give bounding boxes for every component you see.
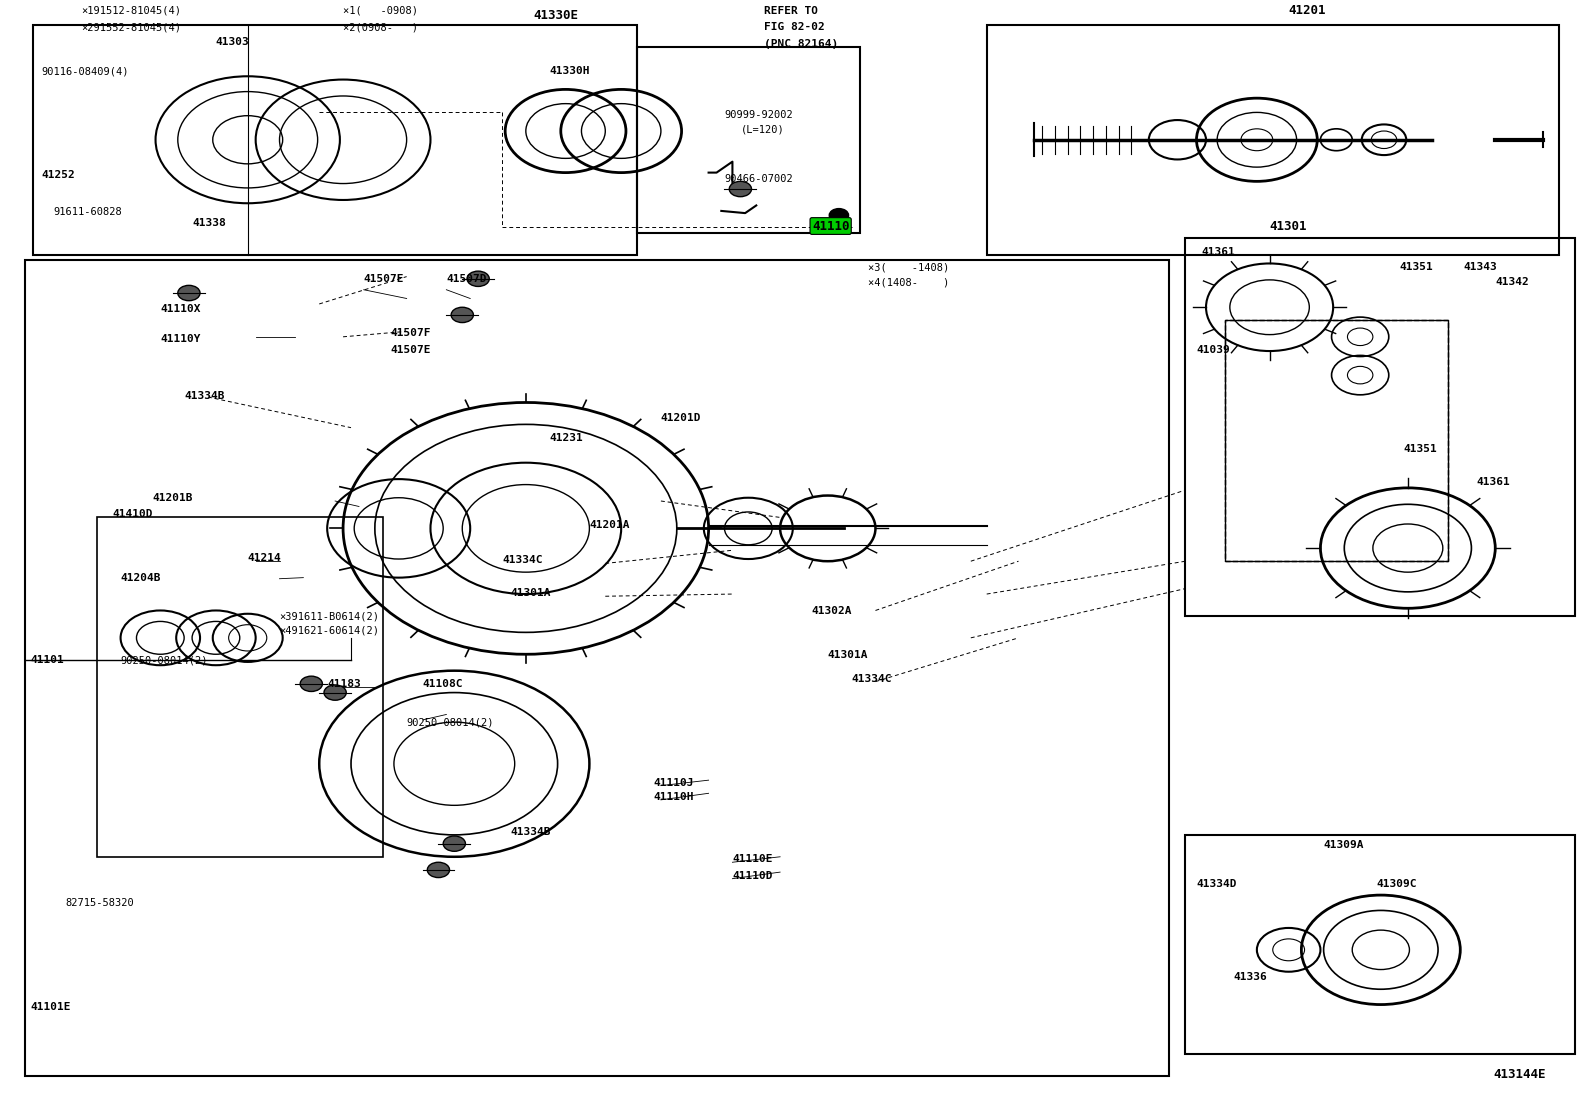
Text: REFER TO: REFER TO: [764, 5, 818, 15]
Text: ×2(0908-   ): ×2(0908- ): [342, 22, 419, 32]
Text: 41342: 41342: [1495, 277, 1528, 287]
Text: 41303: 41303: [217, 36, 250, 46]
Text: 41309A: 41309A: [1323, 840, 1364, 850]
Text: 41301A: 41301A: [509, 588, 551, 598]
Text: 41334B: 41334B: [509, 826, 551, 836]
Text: 41108C: 41108C: [422, 679, 463, 689]
Text: 41334C: 41334C: [501, 555, 543, 565]
Text: 41039: 41039: [1197, 345, 1231, 355]
Text: 41507E: 41507E: [390, 345, 431, 355]
Text: 41309C: 41309C: [1375, 879, 1417, 889]
Text: 41204B: 41204B: [121, 573, 161, 582]
Text: 41330H: 41330H: [549, 66, 591, 76]
Text: 41301A: 41301A: [828, 650, 868, 659]
Text: 41507D: 41507D: [446, 274, 487, 284]
Text: 41343: 41343: [1463, 262, 1496, 273]
Bar: [1226, 321, 1447, 562]
Text: 41252: 41252: [41, 170, 75, 180]
Bar: [1186, 835, 1574, 1054]
Text: 91611-60828: 91611-60828: [54, 208, 123, 218]
Circle shape: [178, 286, 201, 301]
Text: 41351: 41351: [1403, 444, 1438, 454]
Text: ×291552-81045(4): ×291552-81045(4): [81, 22, 181, 32]
Text: 41110E: 41110E: [732, 854, 774, 864]
Circle shape: [301, 676, 323, 691]
Text: 41110D: 41110D: [732, 870, 774, 880]
Circle shape: [729, 181, 751, 197]
Text: 41301: 41301: [1269, 220, 1307, 233]
Text: 41201: 41201: [1288, 4, 1326, 16]
Text: 41110Y: 41110Y: [161, 334, 201, 344]
Text: 41214: 41214: [248, 553, 282, 563]
Text: 41351: 41351: [1399, 262, 1434, 273]
Circle shape: [451, 308, 473, 323]
Circle shape: [466, 271, 489, 287]
Text: 41231: 41231: [549, 433, 583, 443]
Text: 41201B: 41201B: [153, 493, 193, 503]
Text: ×3(    -1408): ×3( -1408): [868, 262, 949, 273]
Bar: [25, 260, 1170, 1076]
Text: 41201A: 41201A: [589, 520, 630, 531]
Text: FIG 82-02: FIG 82-02: [764, 22, 825, 32]
Text: 413144E: 413144E: [1493, 1068, 1546, 1081]
Text: 41336: 41336: [1234, 973, 1267, 983]
Text: 41334B: 41334B: [185, 391, 224, 401]
Bar: [97, 518, 382, 857]
Text: 41338: 41338: [193, 219, 226, 229]
Bar: [987, 25, 1559, 255]
Text: 82715-58320: 82715-58320: [65, 898, 134, 908]
Circle shape: [829, 209, 849, 222]
Text: 41101: 41101: [30, 655, 64, 665]
Circle shape: [443, 836, 465, 852]
Text: 41110X: 41110X: [161, 303, 201, 313]
Text: 41110J: 41110J: [653, 778, 694, 788]
Text: 90116-08409(4): 90116-08409(4): [41, 66, 129, 76]
Circle shape: [325, 685, 345, 700]
Text: 41361: 41361: [1476, 477, 1509, 487]
Bar: [637, 47, 860, 233]
Text: ×191512-81045(4): ×191512-81045(4): [81, 5, 181, 15]
Text: ×4(1408-    ): ×4(1408- ): [868, 277, 949, 287]
Bar: [1226, 321, 1447, 562]
Bar: [1186, 238, 1574, 615]
Text: 41334C: 41334C: [852, 674, 892, 684]
Text: 90466-07002: 90466-07002: [724, 175, 793, 185]
Text: 41101E: 41101E: [30, 1002, 70, 1012]
Text: 41334D: 41334D: [1197, 879, 1237, 889]
Text: 41302A: 41302A: [812, 606, 852, 615]
Text: ×391611-B0614(2): ×391611-B0614(2): [280, 611, 379, 621]
Text: 90250-08014(2): 90250-08014(2): [406, 718, 494, 728]
Text: 90250-08014(2): 90250-08014(2): [121, 655, 209, 665]
Text: 90999-92002: 90999-92002: [724, 110, 793, 120]
Text: 41507E: 41507E: [363, 274, 404, 284]
Text: (PNC 82164): (PNC 82164): [764, 38, 839, 48]
Text: 41110: 41110: [812, 220, 850, 233]
Bar: [33, 25, 637, 255]
Text: 41183: 41183: [328, 679, 361, 689]
Text: 41330E: 41330E: [533, 10, 579, 22]
Text: 41410D: 41410D: [113, 510, 153, 520]
Circle shape: [427, 863, 449, 878]
Text: (L=120): (L=120): [740, 124, 785, 134]
Text: 41201D: 41201D: [661, 413, 702, 423]
Text: ×1(   -0908): ×1( -0908): [342, 5, 419, 15]
Text: 41507F: 41507F: [390, 328, 431, 337]
Text: 41361: 41361: [1202, 246, 1235, 257]
Text: 41110H: 41110H: [653, 792, 694, 802]
Text: ×491621-60614(2): ×491621-60614(2): [280, 625, 379, 635]
